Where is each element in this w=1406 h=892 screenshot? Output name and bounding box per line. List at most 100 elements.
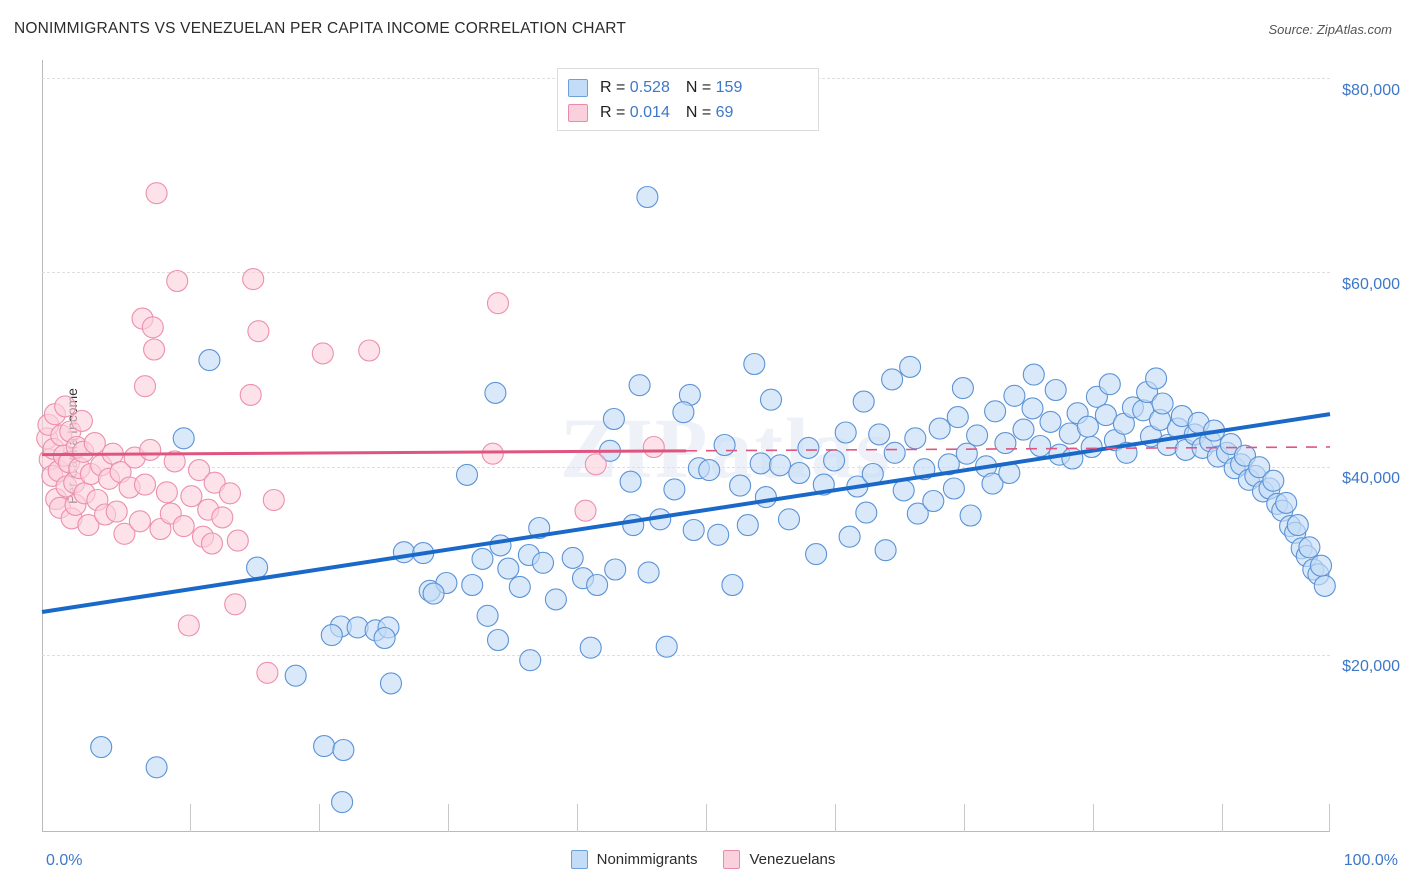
data-point <box>1286 514 1309 537</box>
data-point <box>1248 456 1271 479</box>
plot-area <box>36 60 1336 832</box>
data-point <box>508 575 531 598</box>
data-point <box>981 472 1004 495</box>
x-tick <box>964 804 965 832</box>
x-tick <box>190 804 191 832</box>
data-point <box>574 499 597 522</box>
data-point <box>777 508 801 531</box>
data-point <box>655 635 678 658</box>
data-point <box>284 664 307 687</box>
data-point <box>1298 536 1321 559</box>
x-tick <box>835 804 836 832</box>
trendline-nonimmigrants <box>41 412 1331 614</box>
data-point <box>379 672 403 695</box>
data-point <box>1012 418 1035 441</box>
series-points-venezuelans <box>36 182 665 684</box>
data-point <box>200 532 224 555</box>
data-point <box>188 459 211 482</box>
data-point <box>928 417 951 440</box>
data-point <box>584 453 607 476</box>
data-point <box>672 401 695 424</box>
data-point <box>455 463 479 486</box>
data-point <box>619 470 642 493</box>
series-label-venezuelans: Venezuelans <box>749 851 836 868</box>
legend-swatch-nonimmigrants <box>568 78 588 97</box>
series-legend-item-nonimmigrants[interactable]: Nonimmigrants <box>570 850 697 869</box>
data-point <box>155 481 178 504</box>
data-point <box>561 546 584 569</box>
data-point <box>172 427 195 450</box>
data-point <box>579 636 602 659</box>
data-point <box>729 474 752 497</box>
data-point <box>1151 392 1174 415</box>
r-value-blue: 0.528 <box>629 78 670 96</box>
data-point <box>544 588 567 611</box>
data-point <box>788 461 811 485</box>
data-point <box>471 547 494 570</box>
data-point <box>172 515 195 538</box>
x-min-label: 0.0% <box>46 852 83 869</box>
x-axis-line <box>42 831 1330 832</box>
data-point <box>1094 404 1117 427</box>
correlation-legend-row-nonimmigrants: R = 0.528 N = 159 <box>568 75 808 100</box>
data-point <box>422 582 445 605</box>
legend-swatch-venezuelans <box>568 103 588 122</box>
data-point <box>484 381 507 404</box>
data-point <box>707 523 730 546</box>
data-point <box>951 377 974 400</box>
trendline-venezuelans-solid <box>41 449 687 457</box>
data-point <box>834 421 857 444</box>
data-point <box>497 557 520 580</box>
data-point <box>77 514 100 537</box>
data-point <box>602 407 625 431</box>
data-point <box>247 320 270 343</box>
data-point <box>461 573 484 597</box>
data-point <box>70 409 93 432</box>
x-tick <box>1093 804 1094 832</box>
series-swatch-venezuelans <box>723 850 741 869</box>
data-point <box>736 514 759 537</box>
data-point <box>883 441 906 464</box>
data-point <box>881 368 904 391</box>
series-swatch-nonimmigrants <box>570 850 588 869</box>
x-tick <box>706 804 707 832</box>
r-value-pink: 0.014 <box>629 103 670 121</box>
data-point <box>637 561 660 584</box>
scatter-points-layer <box>36 182 1336 814</box>
data-point <box>663 478 686 501</box>
data-point <box>604 558 627 581</box>
data-point <box>519 649 542 672</box>
correlation-legend: R = 0.528 N = 159 R = 0.014 N = 69 <box>557 68 819 131</box>
x-tick <box>1222 804 1223 832</box>
data-point <box>797 436 820 459</box>
data-point <box>145 182 168 205</box>
n-label-blue: N = <box>685 78 716 96</box>
data-point <box>868 423 891 446</box>
data-point <box>239 383 262 406</box>
trendlines-layer <box>41 412 1331 614</box>
data-point <box>143 338 166 361</box>
data-point <box>332 738 355 762</box>
data-point <box>1039 410 1062 433</box>
data-point <box>128 510 151 533</box>
source-attribution: Source: ZipAtlas.com <box>1268 22 1392 37</box>
data-point <box>163 450 186 473</box>
data-point <box>145 756 168 779</box>
data-point <box>373 626 396 650</box>
data-point <box>311 342 334 365</box>
data-point <box>628 374 651 397</box>
gridline-60000 <box>42 272 1330 273</box>
data-point <box>768 454 792 477</box>
data-point <box>531 551 555 574</box>
data-point <box>1309 554 1333 577</box>
data-point <box>54 395 77 418</box>
x-tick <box>448 804 449 832</box>
data-point <box>262 488 285 512</box>
data-point <box>180 485 203 508</box>
data-point <box>320 624 343 647</box>
x-tick <box>577 804 578 832</box>
n-value-blue: 159 <box>715 78 743 96</box>
data-point <box>636 185 659 209</box>
series-legend-item-venezuelans[interactable]: Venezuelans <box>723 850 835 869</box>
data-point <box>224 593 247 616</box>
